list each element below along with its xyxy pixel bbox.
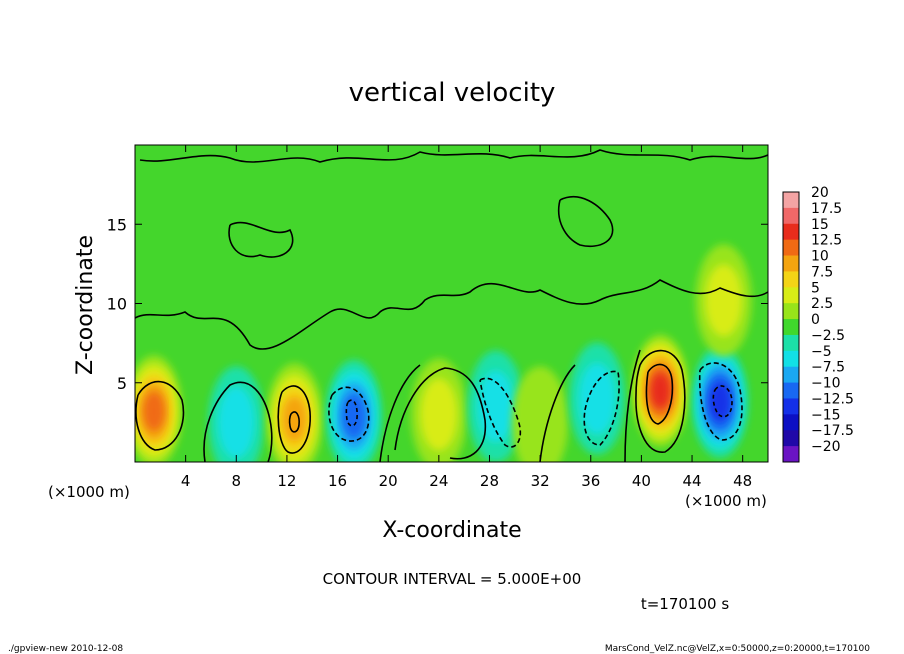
velocity-blob-1-level-2 <box>217 386 255 459</box>
colorbar-label: −2.5 <box>811 328 845 344</box>
colorbar-label: 5 <box>811 280 820 296</box>
x-tick-label: 12 <box>277 472 296 490</box>
colorbar-label: −15 <box>811 407 841 423</box>
x-tick-label: 8 <box>232 472 242 490</box>
velocity-field <box>135 244 752 462</box>
colorbar-swatch <box>783 192 799 209</box>
velocity-blob-5-level-2 <box>477 370 515 443</box>
contour-lines <box>135 149 768 462</box>
velocity-blob-4-level-2 <box>420 378 458 451</box>
contour-x17-inner <box>345 399 358 427</box>
x-tick-label: 28 <box>480 472 499 490</box>
colorbar-swatch <box>783 271 799 288</box>
colorbar-swatch <box>783 303 799 320</box>
velocity-blob-3-level-4 <box>342 393 367 439</box>
y-tick-label: 15 <box>107 215 127 234</box>
x-tick-label: 40 <box>632 472 651 490</box>
velocity-blob-9-level-5 <box>709 382 731 422</box>
colorbar-label: 15 <box>811 217 829 233</box>
x-tick-label: 24 <box>429 472 448 490</box>
colorbar-swatch <box>783 446 799 463</box>
colorbar: 2017.51512.5107.552.50−2.5−5−7.5−10−12.5… <box>782 185 854 463</box>
contour-interval-text: CONTOUR INTERVAL = 5.000E+00 <box>323 570 582 588</box>
velocity-blob-2-level-4 <box>282 396 307 442</box>
colorbar-frame <box>782 191 800 463</box>
contour-zero-lower-2 <box>379 364 421 462</box>
contour-x41-inner <box>645 363 674 425</box>
contour-x36-negative <box>583 370 620 446</box>
time-text: t=170100 s <box>641 595 729 613</box>
y-axis-label: Z-coordinate <box>73 235 98 375</box>
x-tick-label: 4 <box>181 472 191 490</box>
contour-zero-lower-3 <box>539 364 576 462</box>
velocity-blob-8-level-6 <box>650 373 670 409</box>
contour-x13-positive <box>277 385 311 454</box>
colorbar-swatch <box>783 319 799 336</box>
colorbar-label: 10 <box>811 249 829 265</box>
colorbar-swatch <box>783 414 799 431</box>
contour-x24-positive <box>394 367 487 460</box>
contour-x41-positive <box>635 349 686 453</box>
contour-x13-inner <box>288 411 300 433</box>
colorbar-swatch <box>783 207 799 225</box>
colorbar-label: 7.5 <box>811 264 833 280</box>
colorbar-label: −10 <box>811 376 841 392</box>
contour-zero-lower-4 <box>624 349 641 462</box>
contour-left-positive <box>135 380 185 451</box>
x-tick-label: 16 <box>328 472 347 490</box>
x-tick-label: 44 <box>682 472 701 490</box>
colorbar-swatch <box>783 239 799 257</box>
velocity-blob-6-level-1 <box>512 366 569 462</box>
velocity-blob-7-level-2 <box>578 362 616 435</box>
colorbar-label: −12.5 <box>811 391 854 407</box>
colorbar-label: −17.5 <box>811 423 854 439</box>
colorbar-swatch <box>783 430 799 447</box>
colorbar-swatch <box>783 398 799 415</box>
colorbar-swatch <box>783 366 799 384</box>
colorbar-label: 20 <box>811 185 829 201</box>
x-tick-label: 20 <box>379 472 398 490</box>
colorbar-swatch <box>783 255 799 272</box>
colorbar-swatch <box>783 350 799 368</box>
y-tick-label: 10 <box>107 295 127 314</box>
x-axis: 4 8 12 16 20 24 28 32 36 40 44 48 <box>181 145 752 490</box>
x-tick-label: 32 <box>531 472 550 490</box>
contour-zero-lower-1 <box>203 381 273 462</box>
colorbar-swatch <box>783 382 799 399</box>
colorbar-label: −20 <box>811 439 841 455</box>
contour-x46-negative <box>698 362 743 441</box>
footer-right: MarsCond_VelZ.nc@VelZ,x=0:50000,z=0:2000… <box>605 644 870 654</box>
velocity-blob-0-level-5 <box>143 391 165 431</box>
x-tick-label: 36 <box>581 472 600 490</box>
contour-zero-top <box>139 149 768 163</box>
footer-left: ./gpview-new 2010-12-08 <box>8 644 123 654</box>
colorbar-label: −7.5 <box>811 360 845 376</box>
x-unit-right: (×1000 m) <box>685 492 767 510</box>
colorbar-label: 2.5 <box>811 296 833 312</box>
colorbar-label: −5 <box>811 344 832 360</box>
x-axis-label: X-coordinate <box>382 518 521 543</box>
colorbar-swatch <box>783 223 799 241</box>
x-tick-label: 48 <box>733 472 752 490</box>
contour-x17-negative <box>328 386 370 442</box>
colorbar-swatch <box>783 334 799 352</box>
contour-x46-inner <box>712 385 733 418</box>
x-unit-left: (×1000 m) <box>48 483 130 501</box>
velocity-blob-10-level-2 <box>705 264 743 337</box>
colorbar-label: 17.5 <box>811 201 842 217</box>
contour-zero-upper <box>135 279 768 350</box>
chart-title: vertical velocity <box>349 78 556 108</box>
colorbar-label: 0 <box>811 312 820 328</box>
y-axis: 5 10 15 <box>107 215 768 393</box>
colorbar-label: 12.5 <box>811 233 842 249</box>
contour-x28-negative <box>479 377 522 448</box>
colorbar-swatch <box>783 287 799 304</box>
contour-zero-mid <box>228 221 294 258</box>
y-tick-label: 5 <box>117 374 127 393</box>
contour-zero-mid-2 <box>558 195 614 247</box>
